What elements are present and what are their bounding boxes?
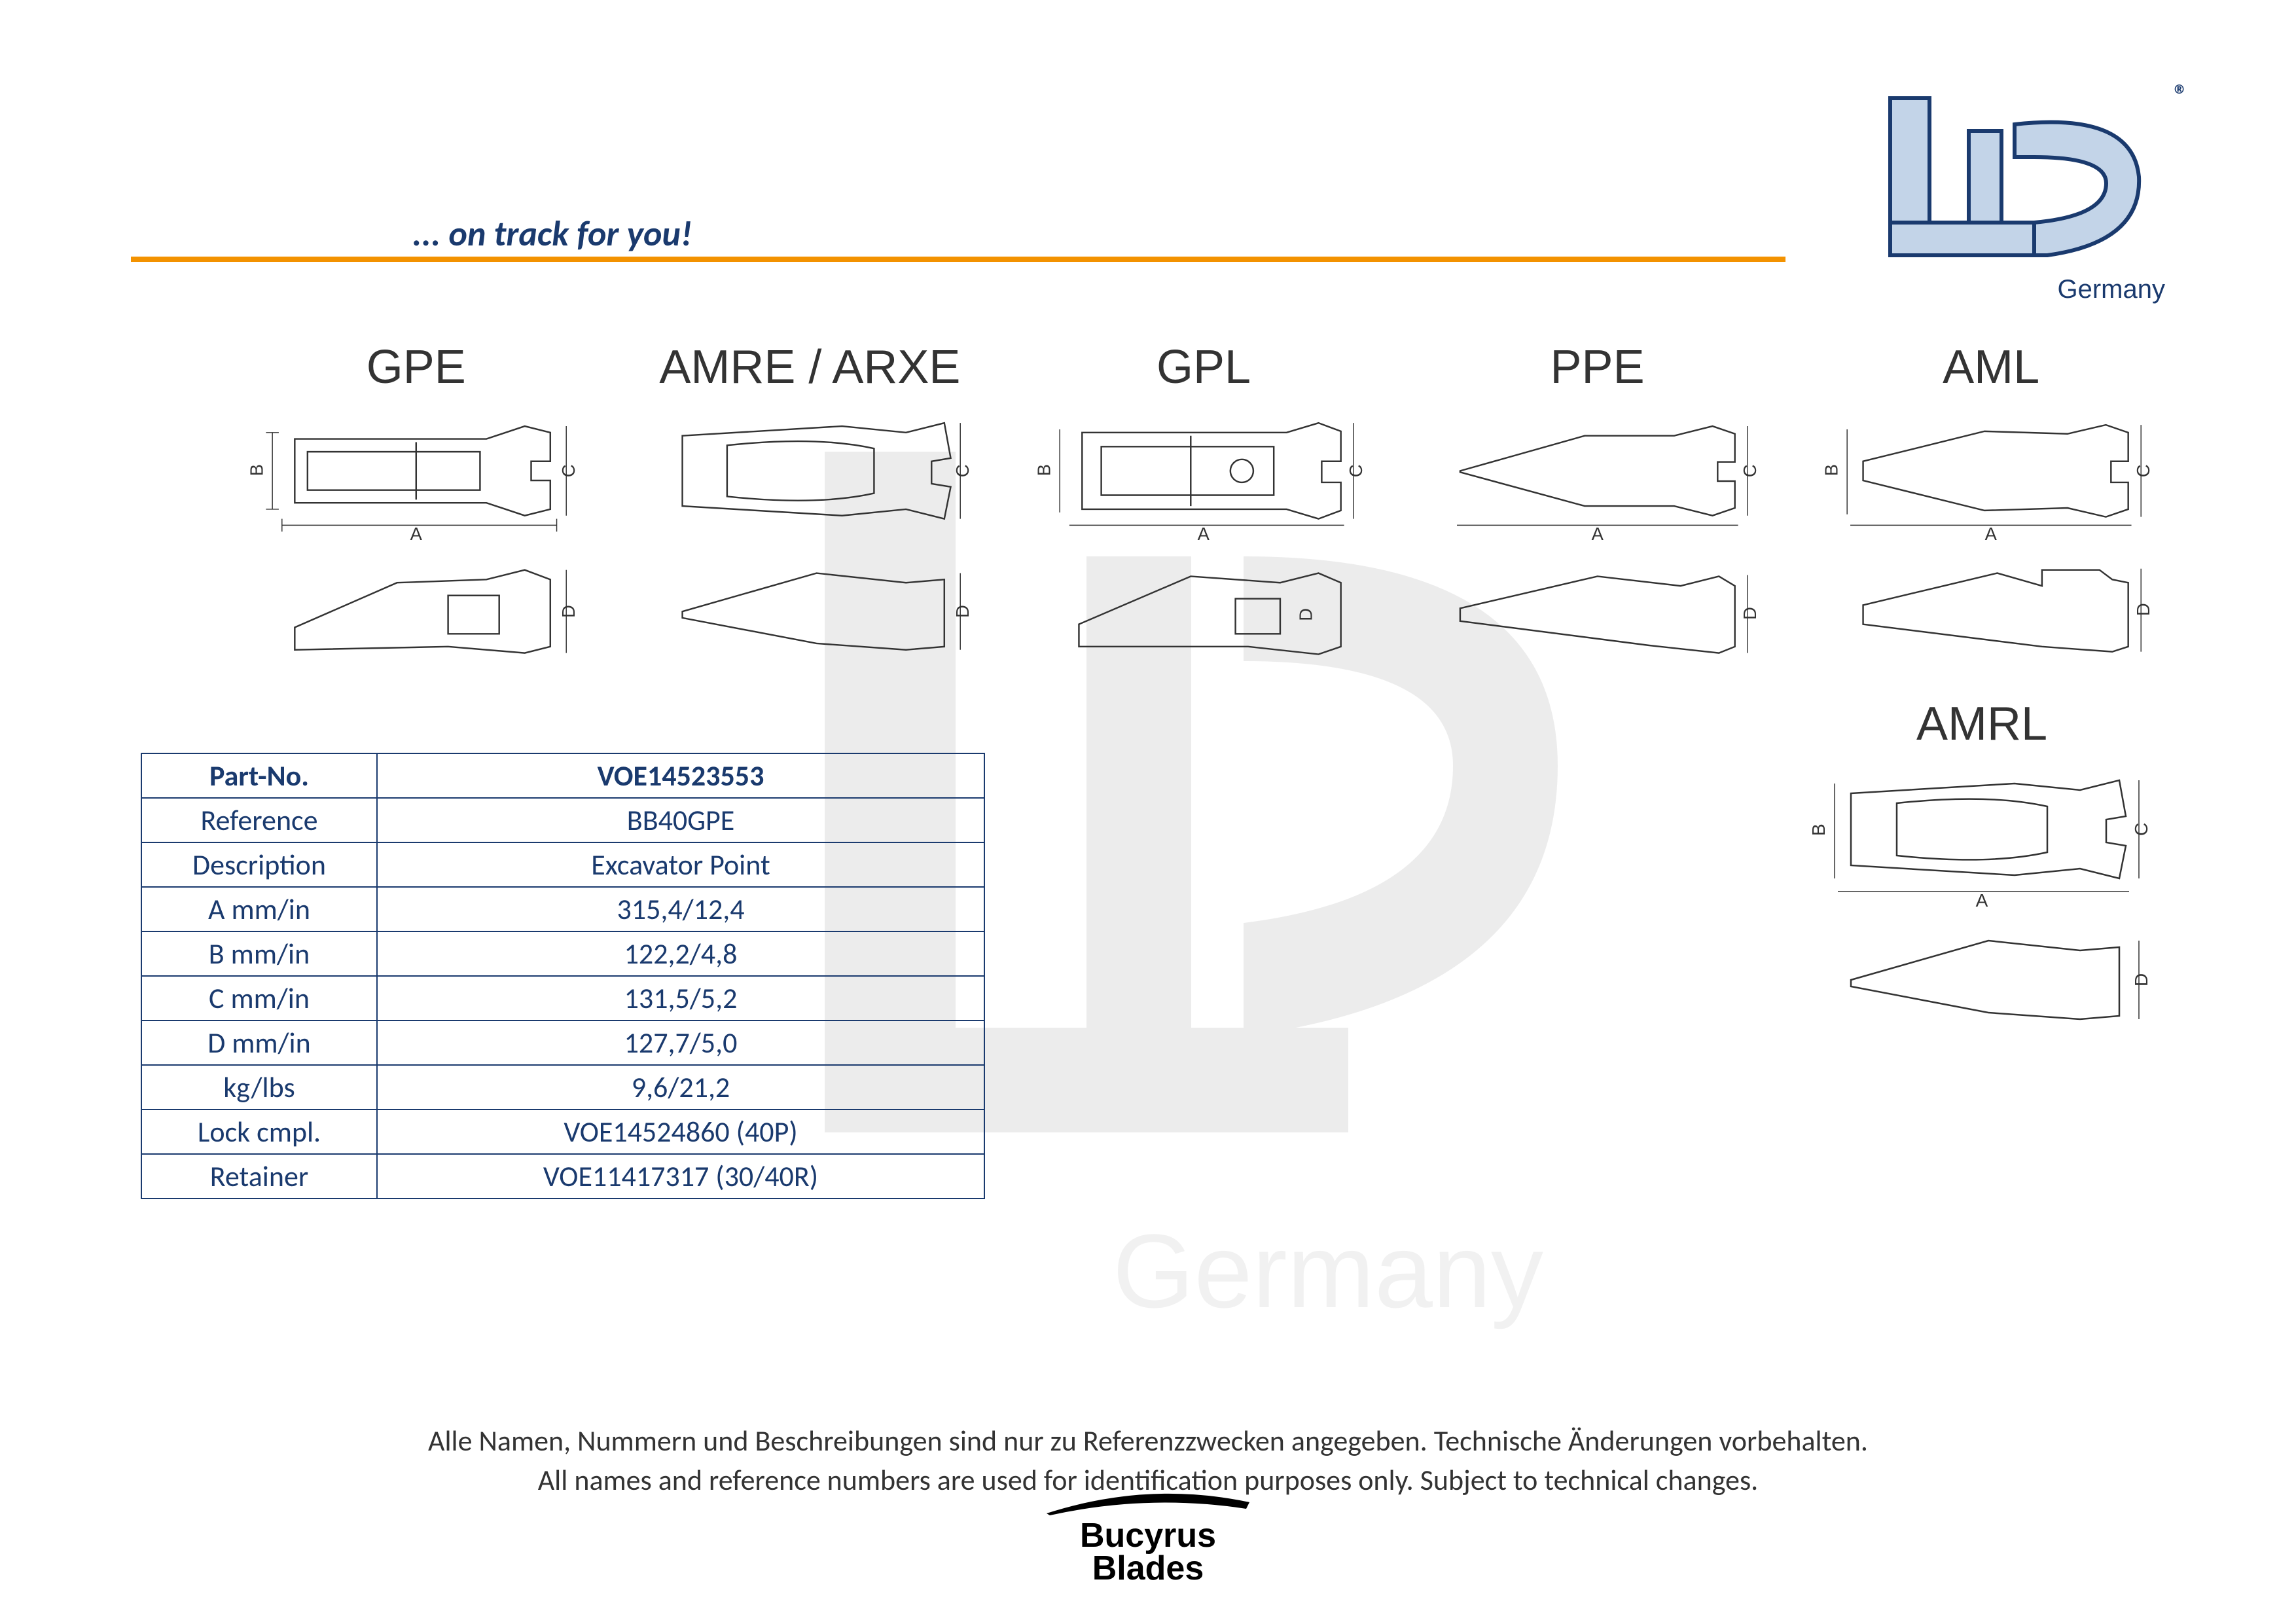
diagram-label: AML (1817, 340, 2165, 394)
spec-table: Part-No.VOE14523553ReferenceBB40GPEDescr… (141, 753, 985, 1199)
svg-text:D: D (2133, 603, 2153, 616)
table-cell-label: Description (141, 842, 377, 887)
svg-text:A: A (1985, 524, 1998, 544)
table-cell-label: D mm/in (141, 1020, 377, 1065)
table-cell-value: 127,7/5,0 (377, 1020, 984, 1065)
table-cell-value: VOE11417317 (30/40R) (377, 1154, 984, 1199)
table-row: ReferenceBB40GPE (141, 798, 984, 842)
tooth-drawing-gpe: A B C D (242, 401, 590, 669)
bucyrus-swoosh-icon (1043, 1490, 1253, 1517)
logo-country-text: Germany (2058, 275, 2166, 304)
diagram-row: GPE A B C D (242, 340, 2165, 672)
diagram-gpl: GPL A B C D (1030, 340, 1378, 672)
table-row: Lock cmpl.VOE14524860 (40P) (141, 1110, 984, 1154)
diagram-label: GPL (1030, 340, 1378, 394)
diagram-label: GPE (242, 340, 590, 394)
table-row: Part-No.VOE14523553 (141, 753, 984, 798)
svg-text:A: A (410, 524, 423, 544)
svg-text:C: C (1346, 464, 1366, 477)
svg-text:D: D (1296, 608, 1316, 621)
bucyrus-line2: Blades (1043, 1553, 1253, 1585)
diagram-gpe: GPE A B C D (242, 340, 590, 672)
table-cell-value: Excavator Point (377, 842, 984, 887)
table-cell-value: BB40GPE (377, 798, 984, 842)
table-row: A mm/in315,4/12,4 (141, 887, 984, 931)
table-cell-value: 131,5/5,2 (377, 976, 984, 1020)
svg-text:C: C (952, 464, 972, 477)
tooth-drawing-aml: A B C D (1817, 401, 2165, 669)
diagram-label: AMRL (1805, 697, 2159, 751)
table-cell-label: Part-No. (141, 753, 377, 798)
table-cell-value: VOE14523553 (377, 753, 984, 798)
registered-mark: ® (2174, 79, 2188, 112)
svg-text:C: C (1740, 464, 1760, 477)
svg-text:C: C (558, 464, 579, 477)
svg-text:A: A (1591, 524, 1604, 544)
svg-text:B: B (1821, 464, 1842, 476)
table-cell-label: Reference (141, 798, 377, 842)
svg-text:B: B (247, 464, 267, 476)
table-cell-label: Lock cmpl. (141, 1110, 377, 1154)
table-cell-value: 315,4/12,4 (377, 887, 984, 931)
table-cell-label: kg/lbs (141, 1065, 377, 1110)
diagram-amre: AMRE / ARXE C D (636, 340, 984, 672)
watermark-text: Germany (1113, 1211, 1543, 1331)
svg-text:B: B (1034, 464, 1054, 476)
table-cell-label: B mm/in (141, 931, 377, 976)
tooth-drawing-gpl: A B C D (1030, 401, 1378, 669)
tagline-text: ... on track for you! (412, 212, 692, 255)
table-row: DescriptionExcavator Point (141, 842, 984, 887)
svg-text:C: C (2133, 464, 2153, 477)
footer-line-de: Alle Namen, Nummern und Beschreibungen s… (0, 1422, 2296, 1460)
company-logo: ® Germany (1884, 85, 2165, 272)
svg-text:A: A (1198, 524, 1210, 544)
table-cell-label: A mm/in (141, 887, 377, 931)
table-cell-label: Retainer (141, 1154, 377, 1199)
svg-text:A: A (1976, 890, 1988, 911)
table-row: kg/lbs9,6/21,2 (141, 1065, 984, 1110)
svg-text:D: D (1740, 607, 1760, 620)
svg-text:D: D (952, 605, 972, 618)
svg-text:C: C (2131, 823, 2151, 836)
bucyrus-logo: Bucyrus Blades (1043, 1490, 1253, 1585)
svg-text:D: D (2131, 973, 2151, 986)
diagram-aml: AML A B C D (1817, 340, 2165, 672)
svg-text:B: B (1808, 823, 1829, 836)
bucyrus-line1: Bucyrus (1043, 1520, 1253, 1552)
diagram-amrl: AMRL A B C D (1805, 697, 2159, 1036)
table-cell-value: 122,2/4,8 (377, 931, 984, 976)
tooth-drawing-ppe: C A D (1424, 401, 1772, 669)
table-cell-value: VOE14524860 (40P) (377, 1110, 984, 1154)
tooth-drawing-amre: C D (636, 401, 984, 669)
table-row: RetainerVOE11417317 (30/40R) (141, 1154, 984, 1199)
table-row: B mm/in122,2/4,8 (141, 931, 984, 976)
tooth-drawing-amrl: A B C D (1805, 757, 2159, 1032)
table-row: C mm/in131,5/5,2 (141, 976, 984, 1020)
diagram-label: PPE (1424, 340, 1772, 394)
table-cell-label: C mm/in (141, 976, 377, 1020)
table-cell-value: 9,6/21,2 (377, 1065, 984, 1110)
table-row: D mm/in127,7/5,0 (141, 1020, 984, 1065)
diagram-ppe: PPE C A D (1424, 340, 1772, 672)
diagram-label: AMRE / ARXE (636, 340, 984, 394)
svg-text:D: D (558, 605, 579, 618)
accent-rule (131, 257, 1785, 262)
footer-disclaimer: Alle Namen, Nummern und Beschreibungen s… (0, 1422, 2296, 1500)
